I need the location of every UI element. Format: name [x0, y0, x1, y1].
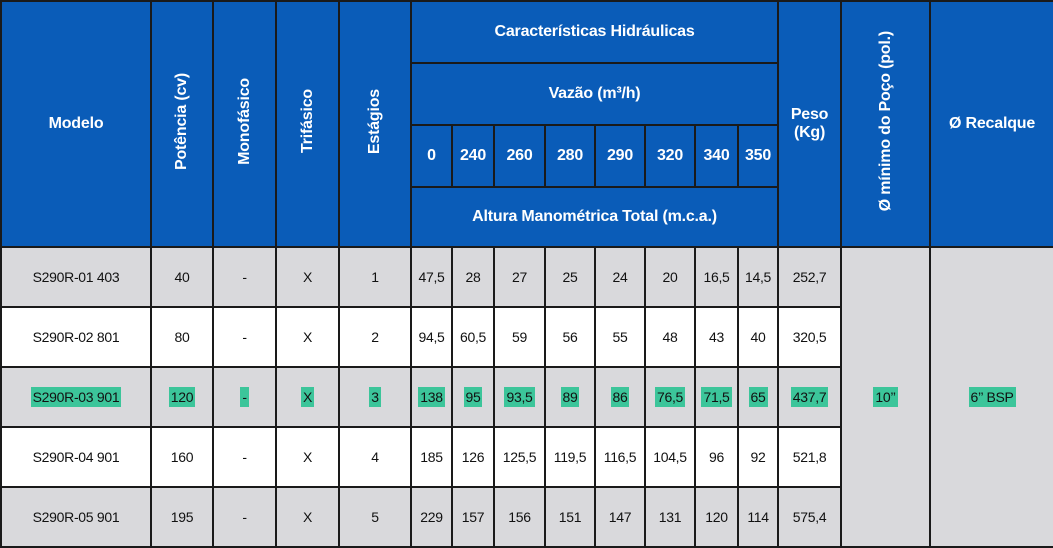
header-flow: 0: [410, 124, 453, 188]
highlight-poco: 10’’: [873, 387, 898, 407]
cell-head: 138: [410, 366, 453, 428]
cell-modelo: S290R-01 403: [0, 246, 152, 308]
cell-head: 71,5: [694, 366, 739, 428]
header-flow: 240: [451, 124, 495, 188]
cell-poco: 10’’: [840, 246, 932, 548]
cell-potencia: 160: [150, 426, 214, 488]
cell-mono: -: [212, 486, 277, 548]
highlight-recalque: 6’’ BSP: [968, 387, 1016, 407]
cell-head: 120: [694, 486, 739, 548]
cell-head: 48: [644, 306, 696, 368]
cell-peso: 521,8: [777, 426, 843, 488]
cell-head: 43: [694, 306, 739, 368]
cell-potencia: 80: [150, 306, 214, 368]
cell-head: 185: [410, 426, 453, 488]
cell-head: 126: [451, 426, 495, 488]
cell-peso: 252,7: [777, 246, 843, 308]
cell-head: 94,5: [410, 306, 453, 368]
header-potencia: Potência (cv): [150, 0, 214, 248]
cell-recalque: 6’’ BSP: [929, 246, 1053, 548]
cell-head: 104,5: [644, 426, 696, 488]
header-flow: 280: [544, 124, 596, 188]
header-peso: Peso (Kg): [777, 0, 843, 248]
cell-modelo: S290R-04 901: [0, 426, 152, 488]
header-estagios: Estágios: [338, 0, 412, 248]
cell-head: 47,5: [410, 246, 453, 308]
cell-mono: -: [212, 366, 277, 428]
header-flow: 290: [594, 124, 646, 188]
header-flow: 350: [736, 124, 780, 188]
cell-modelo: S290R-02 801: [0, 306, 152, 368]
cell-head: 59: [493, 306, 546, 368]
cell-head: 40: [736, 306, 780, 368]
header-vazao: Vazão (m³/h): [409, 62, 780, 126]
cell-head: 116,5: [594, 426, 646, 488]
cell-tri: X: [275, 426, 340, 488]
cell-tri: X: [275, 246, 340, 308]
cell-mono: -: [212, 426, 277, 488]
cell-head: 28: [451, 246, 495, 308]
cell-head: 89: [544, 366, 596, 428]
cell-head: 147: [594, 486, 646, 548]
cell-head: 125,5: [493, 426, 546, 488]
cell-estagios: 2: [338, 306, 412, 368]
table-row: S290R-04 901 160 - X 4 185 126 125,5 119…: [0, 426, 1053, 488]
cell-peso: 320,5: [777, 306, 843, 368]
cell-head: 96: [694, 426, 739, 488]
cell-mono: -: [212, 246, 277, 308]
header-recalque: Ø Recalque: [929, 0, 1053, 248]
cell-head: 151: [544, 486, 596, 548]
cell-head: 157: [451, 486, 495, 548]
cell-modelo: S290R-03 901: [0, 366, 152, 428]
header-altura: Altura Manométrica Total (m.c.a.): [409, 186, 780, 248]
cell-potencia: 120: [150, 366, 214, 428]
table-row: S290R-01 403 40 - X 1 47,5 28 27 25 24 2…: [0, 246, 1053, 548]
cell-head: 14,5: [736, 246, 780, 308]
cell-head: 92: [736, 426, 780, 488]
cell-estagios: 5: [338, 486, 412, 548]
header-poco: Ø mínimo do Poço (pol.): [840, 0, 932, 248]
cell-mono: -: [212, 306, 277, 368]
header-trifasico: Trifásico: [275, 0, 340, 248]
cell-tri: X: [275, 486, 340, 548]
cell-head: 229: [410, 486, 453, 548]
cell-head: 56: [544, 306, 596, 368]
cell-tri: X: [275, 306, 340, 368]
cell-head: 25: [544, 246, 596, 308]
table-row-highlighted: S290R-03 901 120 - X 3 138 95 93,5 89 86…: [0, 366, 1053, 428]
cell-head: 55: [594, 306, 646, 368]
cell-head: 24: [594, 246, 646, 308]
cell-head: 156: [493, 486, 546, 548]
cell-head: 65: [736, 366, 780, 428]
cell-head: 16,5: [694, 246, 739, 308]
cell-head: 60,5: [451, 306, 495, 368]
cell-estagios: 4: [338, 426, 412, 488]
cell-potencia: 40: [150, 246, 214, 308]
header-flow: 260: [493, 124, 546, 188]
cell-estagios: 3: [338, 366, 412, 428]
cell-peso: 575,4: [777, 486, 843, 548]
header-modelo: Modelo: [0, 0, 152, 248]
cell-head: 27: [493, 246, 546, 308]
cell-modelo: S290R-05 901: [0, 486, 152, 548]
cell-head: 93,5: [493, 366, 546, 428]
header-flow: 340: [694, 124, 739, 188]
cell-tri: X: [275, 366, 340, 428]
cell-head: 119,5: [544, 426, 596, 488]
cell-peso: 437,7: [777, 366, 843, 428]
header-flow: 320: [644, 124, 696, 188]
cell-estagios: 1: [338, 246, 412, 308]
header-caracteristicas: Características Hidráulicas: [409, 0, 780, 64]
cell-head: 76,5: [644, 366, 696, 428]
cell-potencia: 195: [150, 486, 214, 548]
table-row: S290R-05 901 195 - X 5 229 157 156 151 1…: [0, 486, 1053, 548]
cell-head: 20: [644, 246, 696, 308]
cell-head: 114: [736, 486, 780, 548]
cell-head: 95: [451, 366, 495, 428]
cell-head: 131: [644, 486, 696, 548]
cell-head: 86: [594, 366, 646, 428]
header-monofasico: Monofásico: [212, 0, 277, 248]
table-row: S290R-02 801 80 - X 2 94,5 60,5 59 56 55…: [0, 306, 1053, 368]
